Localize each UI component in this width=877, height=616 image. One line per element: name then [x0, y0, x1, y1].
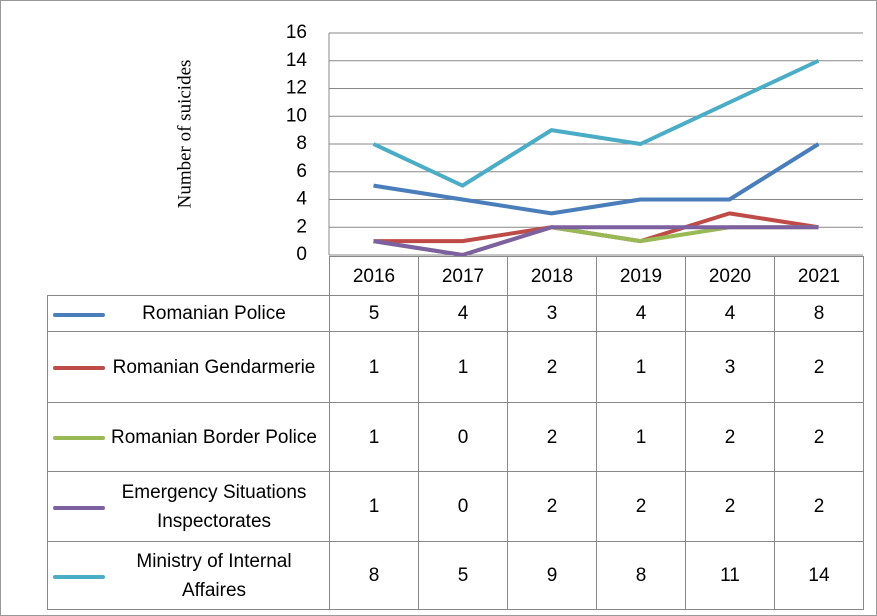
legend-entry: Romanian Police	[47, 295, 330, 332]
table-value: 1	[418, 331, 508, 403]
table-value: 2	[596, 471, 686, 542]
table-value: 14	[774, 541, 864, 610]
legend-label: Ministry of Internal Affaires	[136, 550, 292, 601]
x-tick-label: 2016	[329, 256, 419, 296]
x-tick-label: 2017	[418, 256, 508, 296]
table-value: 2	[774, 471, 864, 542]
table-value: 5	[418, 541, 508, 610]
x-tick-label: 2021	[774, 256, 864, 296]
y-tick-label: 6	[296, 161, 307, 182]
legend-entry: Ministry of Internal Affaires	[47, 541, 330, 610]
table-value: 8	[774, 295, 864, 332]
legend-swatch	[53, 574, 105, 579]
table-value: 9	[507, 541, 597, 610]
table-value: 4	[596, 295, 686, 332]
series-line	[372, 58, 820, 188]
table-value: 0	[418, 402, 508, 472]
table-value: 2	[774, 331, 864, 403]
y-tick-label: 12	[286, 78, 307, 99]
legend-label: Emergency Situations Inspectorates	[121, 481, 307, 532]
y-tick-label: 14	[286, 50, 308, 71]
table-value: 8	[329, 541, 419, 610]
table-value: 8	[596, 541, 686, 610]
y-tick-label: 10	[286, 105, 307, 126]
table-value: 0	[418, 471, 508, 542]
table-value: 1	[329, 402, 419, 472]
legend-swatch	[53, 312, 105, 317]
table-value: 4	[418, 295, 508, 332]
table-value: 2	[774, 402, 864, 472]
x-tick-label: 2019	[596, 256, 686, 296]
legend-label: Romanian Police	[142, 303, 286, 324]
y-tick-label: 8	[296, 133, 307, 154]
table-value: 2	[507, 331, 597, 403]
legend-swatch	[53, 366, 105, 370]
legend-swatch	[53, 505, 105, 510]
legend-swatch	[53, 436, 105, 440]
table-value: 1	[596, 331, 686, 403]
legend-entry: Romanian Border Police	[47, 402, 330, 472]
table-value: 1	[329, 471, 419, 542]
y-axis-title: Number of suicides	[174, 60, 195, 209]
y-tick-label: 4	[296, 189, 307, 210]
y-tick-label: 16	[286, 22, 307, 43]
y-tick-label: 2	[296, 216, 307, 237]
table-value: 4	[685, 295, 775, 332]
series-line	[373, 225, 819, 257]
table-value: 3	[507, 295, 597, 332]
legend-label: Romanian Gendarmerie	[112, 356, 316, 378]
table-value: 3	[685, 331, 775, 403]
table-value: 11	[685, 541, 775, 610]
y-tick-label: 0	[296, 244, 307, 265]
table-value: 1	[596, 402, 686, 472]
table-value: 2	[507, 471, 597, 542]
table-value: 2	[507, 402, 597, 472]
x-tick-label: 2018	[507, 256, 597, 296]
legend-entry: Romanian Gendarmerie	[47, 331, 330, 403]
legend-label: Romanian Border Police	[111, 426, 317, 448]
x-tick-label: 2020	[685, 256, 775, 296]
table-value: 1	[329, 331, 419, 403]
table-value: 5	[329, 295, 419, 332]
table-value: 2	[685, 471, 775, 542]
series-line	[373, 142, 820, 216]
legend-entry: Emergency Situations Inspectorates	[47, 471, 330, 542]
table-value: 2	[685, 402, 775, 472]
